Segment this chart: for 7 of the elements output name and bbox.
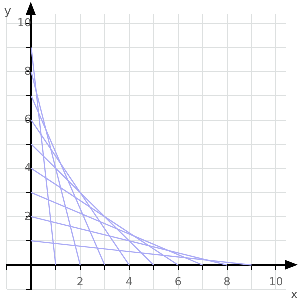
x-tick-label: 10: [269, 276, 284, 289]
y-axis-title: y: [4, 4, 12, 18]
x-tick-label: 8: [224, 276, 231, 289]
x-tick-label: 2: [76, 276, 84, 289]
x-axis-title: x: [290, 287, 298, 302]
x-tick-label: 4: [126, 276, 133, 289]
x-tick-label: 6: [174, 276, 182, 289]
